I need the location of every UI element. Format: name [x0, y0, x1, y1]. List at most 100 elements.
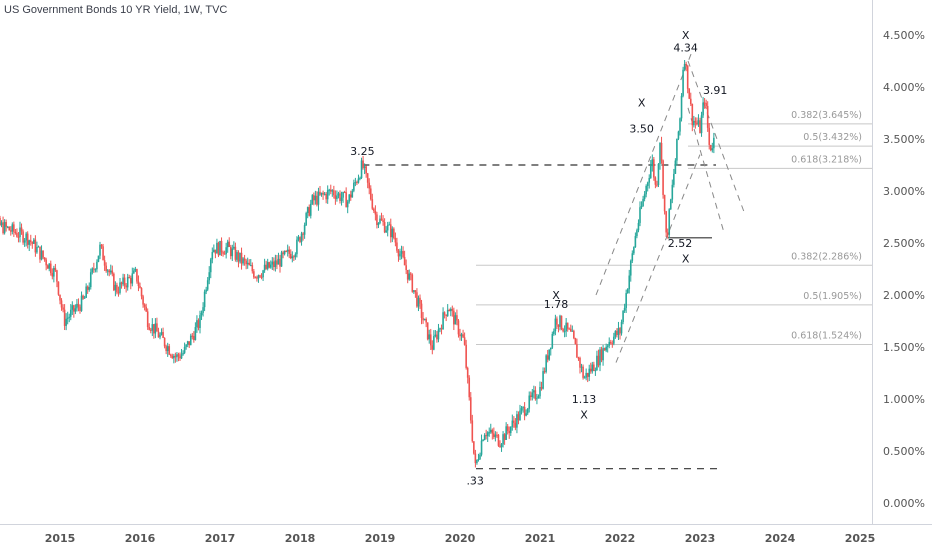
candle-body	[648, 177, 651, 183]
price-axis[interactable]: 0.000% 0.500% 1.000% 1.500% 2.000% 2.500% 3.00…	[872, 0, 932, 524]
candle-body	[259, 275, 261, 277]
candle-body	[671, 184, 674, 200]
candle-body	[205, 289, 207, 292]
candle-body	[509, 426, 512, 434]
candle-body	[606, 345, 609, 347]
candle-body	[168, 346, 171, 355]
candle-body	[576, 344, 578, 358]
candle-body	[708, 127, 711, 145]
candle-body	[440, 328, 443, 330]
candle-body	[386, 224, 389, 231]
candle-body	[176, 354, 178, 358]
candle-body	[694, 120, 697, 123]
candle-body	[422, 317, 424, 321]
candle-body	[651, 159, 654, 167]
candle-body	[665, 211, 667, 233]
candle-body	[209, 259, 212, 273]
candle-body	[131, 273, 134, 284]
candle-body	[29, 240, 32, 243]
candle-body	[288, 249, 291, 254]
candle-body	[602, 348, 604, 361]
candle-body	[140, 288, 143, 297]
candle-body	[700, 115, 703, 134]
candle-body	[642, 198, 644, 207]
candle-body	[434, 334, 437, 337]
candle-body	[433, 336, 435, 350]
candle-body	[525, 413, 527, 416]
candle-body	[619, 328, 621, 334]
candle-body	[119, 282, 121, 293]
candle-body	[65, 318, 67, 326]
candle-body	[265, 264, 267, 269]
candle-body	[511, 420, 514, 427]
candle-body	[614, 330, 617, 337]
candle-body	[436, 334, 438, 340]
candle-body	[476, 459, 478, 464]
candle-body	[516, 414, 518, 428]
candle-body	[69, 309, 72, 317]
candle-body	[373, 208, 375, 211]
y-tick-label: 1.500%	[883, 341, 925, 354]
candle-body	[711, 148, 714, 151]
candle-body	[271, 261, 274, 265]
candle-body	[116, 284, 118, 293]
candle-body	[97, 255, 100, 262]
candle-body	[300, 233, 303, 242]
candle-body	[411, 274, 414, 292]
x-tick-label: 2024	[765, 532, 796, 545]
candle-body	[674, 160, 677, 174]
candle-body	[74, 308, 77, 312]
candle-body	[543, 371, 546, 373]
candle-body	[446, 309, 449, 316]
candle-body	[559, 315, 561, 327]
time-axis[interactable]: 2015 2016 2017 2018 2019 2020 2021 2022 2023 2024…	[0, 524, 932, 551]
candle-body	[337, 193, 340, 196]
fib-label: 0.382(3.645%)	[791, 110, 862, 121]
candle-body	[196, 320, 198, 328]
candle-body	[406, 269, 409, 280]
candle-body	[653, 159, 655, 178]
candle-body	[263, 264, 266, 271]
candle-body	[122, 277, 124, 285]
candle-body	[508, 430, 511, 434]
x-tick-label: 2018	[285, 532, 316, 545]
candle-body	[177, 354, 180, 357]
candle-body	[403, 256, 406, 266]
candle-body	[616, 330, 618, 335]
annotation-label: 2.52	[668, 237, 693, 250]
trend-line	[687, 60, 745, 212]
candle-body	[414, 290, 417, 293]
candle-body	[246, 262, 249, 265]
candle-body	[456, 315, 458, 321]
candle-body	[277, 258, 280, 265]
candle-body	[465, 344, 467, 368]
candle-body	[309, 203, 312, 216]
candle-body	[311, 195, 314, 204]
candle-body	[556, 318, 558, 325]
candle-body	[705, 103, 707, 106]
candle-body	[111, 270, 114, 274]
candle-body	[91, 268, 94, 273]
candle-body	[523, 407, 526, 416]
candle-body	[305, 213, 307, 226]
candle-body	[513, 420, 515, 423]
candle-body	[149, 329, 152, 331]
candle-body	[574, 338, 577, 345]
candle-body	[703, 102, 706, 104]
candle-body	[545, 355, 547, 372]
candle-body	[397, 250, 400, 257]
candle-body	[103, 260, 106, 266]
candle-body	[683, 63, 686, 70]
candle-body	[673, 173, 675, 185]
candle-body	[382, 220, 384, 223]
candle-body	[156, 323, 158, 332]
candle-body	[136, 269, 138, 282]
candle-body	[534, 390, 537, 400]
annotation-label: X	[682, 29, 690, 42]
candle-body	[365, 166, 367, 174]
candle-body	[483, 435, 486, 440]
candle-body	[693, 120, 695, 126]
candle-body	[374, 210, 377, 215]
candle-body	[105, 265, 107, 272]
